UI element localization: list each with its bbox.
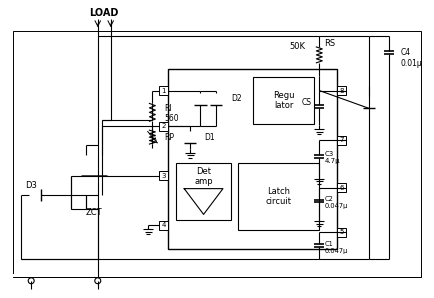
Text: 1: 1 bbox=[161, 88, 166, 94]
Text: Latch
circuit: Latch circuit bbox=[266, 187, 292, 206]
Polygon shape bbox=[362, 95, 375, 108]
Polygon shape bbox=[194, 93, 207, 105]
Text: RP: RP bbox=[164, 133, 174, 142]
Bar bbox=[337, 86, 346, 95]
Text: C1
0.047μ: C1 0.047μ bbox=[324, 240, 348, 254]
Polygon shape bbox=[29, 189, 41, 201]
Polygon shape bbox=[184, 131, 196, 143]
Bar bbox=[337, 183, 346, 192]
Bar bbox=[168, 69, 337, 249]
Text: 2: 2 bbox=[161, 123, 166, 129]
Text: 4: 4 bbox=[161, 222, 166, 228]
Text: Regu
lator: Regu lator bbox=[273, 91, 294, 110]
Bar bbox=[13, 274, 421, 277]
Text: D2: D2 bbox=[231, 94, 242, 103]
Bar bbox=[159, 221, 168, 230]
Text: Det
amp: Det amp bbox=[194, 167, 213, 187]
Text: 7: 7 bbox=[339, 137, 344, 143]
Text: D1: D1 bbox=[204, 133, 215, 142]
Text: 8: 8 bbox=[339, 88, 344, 94]
Text: ZCT: ZCT bbox=[85, 208, 102, 217]
Text: LOAD: LOAD bbox=[89, 8, 118, 18]
Circle shape bbox=[317, 230, 321, 234]
Bar bbox=[253, 77, 314, 124]
Bar bbox=[159, 122, 168, 131]
Bar bbox=[13, 31, 421, 277]
Text: 50K: 50K bbox=[289, 42, 306, 52]
Circle shape bbox=[317, 138, 321, 142]
Circle shape bbox=[96, 193, 100, 197]
Bar bbox=[337, 228, 346, 237]
Text: 5: 5 bbox=[339, 229, 344, 235]
Text: 6: 6 bbox=[339, 185, 344, 191]
Circle shape bbox=[151, 89, 155, 93]
Text: C4
0.01μ: C4 0.01μ bbox=[401, 48, 423, 68]
Text: CS: CS bbox=[301, 98, 311, 107]
Circle shape bbox=[151, 124, 155, 128]
Text: RS: RS bbox=[324, 40, 335, 49]
Text: RI
560: RI 560 bbox=[164, 104, 179, 123]
Circle shape bbox=[317, 34, 321, 38]
Text: D3: D3 bbox=[25, 181, 37, 190]
Bar bbox=[159, 86, 168, 95]
Circle shape bbox=[96, 257, 100, 261]
Polygon shape bbox=[184, 189, 223, 214]
Polygon shape bbox=[210, 93, 223, 105]
Bar bbox=[238, 163, 319, 230]
Text: 3: 3 bbox=[161, 173, 166, 179]
Bar bbox=[159, 171, 168, 180]
Circle shape bbox=[317, 186, 321, 190]
Text: C2
0.047μ: C2 0.047μ bbox=[324, 196, 348, 209]
Bar bbox=[337, 136, 346, 145]
Circle shape bbox=[317, 89, 321, 93]
Bar bbox=[176, 163, 231, 220]
Text: C3
4.7μ: C3 4.7μ bbox=[324, 151, 340, 164]
